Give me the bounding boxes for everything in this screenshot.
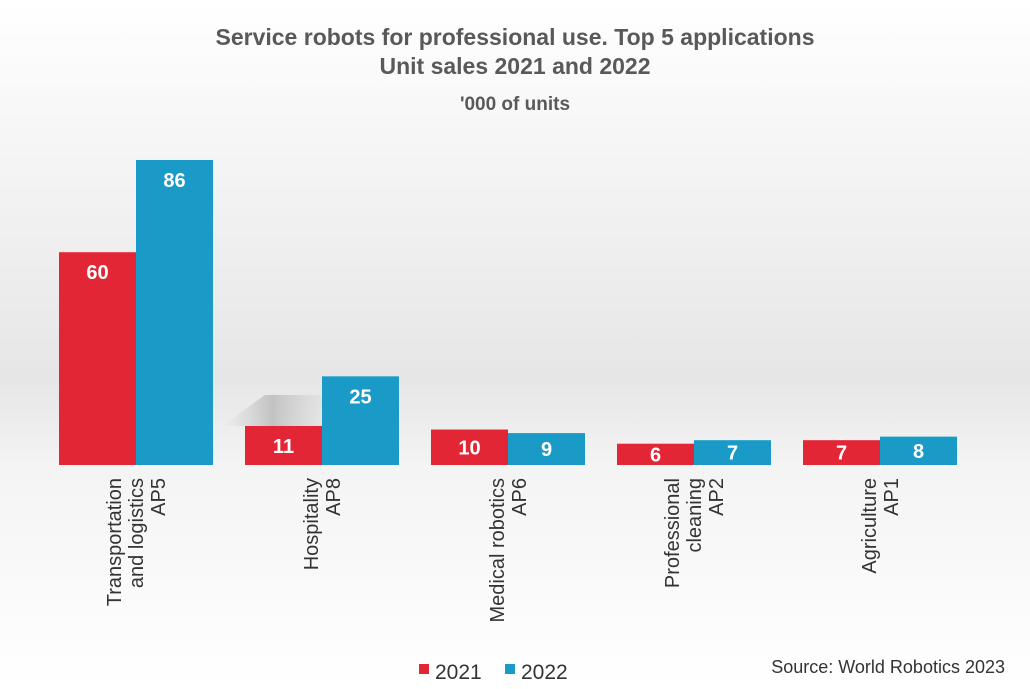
bar-2021-1 [245, 425, 322, 465]
source-note: Source: World Robotics 2023 [771, 657, 1005, 677]
data-label-2021-4: 7 [836, 443, 847, 465]
category-label-line: Agriculture [859, 478, 881, 574]
bar-2021-0 [59, 252, 136, 465]
data-label-2022-0: 86 [163, 170, 185, 192]
bar-shadow [222, 395, 322, 426]
bar-labels-group: 60 86 11 25 10 9 6 7 7 8 [86, 170, 924, 466]
bar-2021-2 [431, 429, 508, 465]
category-label-line: Hospitality [301, 478, 323, 570]
legend-swatch-2022 [505, 664, 515, 674]
bar-2022-4 [880, 436, 957, 465]
category-label-line: Medical robotics [487, 478, 509, 623]
category-label-line: AP8 [323, 478, 345, 516]
unit-label: '000 of units [460, 94, 570, 115]
category-label-line: Transportation [104, 478, 126, 606]
data-label-2022-4: 8 [913, 441, 924, 463]
chart-subtitle: Unit sales 2021 and 2022 [379, 53, 650, 79]
bar-2022-0 [136, 160, 213, 465]
category-label-3: Professional cleaning AP2 [662, 478, 728, 588]
legend: 2021 2022 [419, 661, 568, 684]
category-label-line: cleaning [684, 478, 706, 553]
category-label-line: and logistics [126, 478, 148, 588]
legend-label-2022: 2022 [521, 661, 568, 684]
category-label-line: AP2 [706, 478, 728, 516]
category-label-line: Professional [662, 478, 684, 588]
category-label-2: Medical robotics AP6 [487, 478, 531, 623]
data-label-2021-2: 10 [458, 437, 480, 459]
bar-2022-2 [508, 433, 585, 465]
category-label-line: AP6 [509, 478, 531, 516]
category-label-1: Hospitality AP8 [301, 478, 345, 570]
bar-2022-1 [322, 376, 399, 465]
data-label-2022-1: 25 [349, 386, 371, 408]
legend-label-2021: 2021 [435, 661, 482, 684]
legend-swatch-2021 [419, 664, 429, 674]
bars-group [59, 160, 957, 465]
data-label-2021-1: 11 [273, 436, 294, 458]
bar-2022-3 [694, 440, 771, 465]
chart-title: Service robots for professional use. Top… [216, 24, 815, 50]
category-label-line: AP5 [148, 478, 170, 516]
data-label-2021-3: 6 [650, 444, 661, 466]
category-label-4: Agriculture AP1 [859, 478, 903, 574]
data-label-2022-2: 9 [541, 439, 552, 461]
bar-2021-4 [803, 440, 880, 465]
data-label-2022-3: 7 [727, 443, 738, 465]
category-label-0: Transportation and logistics AP5 [104, 478, 170, 606]
bar-2021-3 [617, 443, 694, 465]
category-label-line: AP1 [881, 478, 903, 516]
data-label-2021-0: 60 [86, 262, 108, 284]
category-labels-group: Transportation and logistics AP5 Hospitalit… [104, 478, 903, 623]
